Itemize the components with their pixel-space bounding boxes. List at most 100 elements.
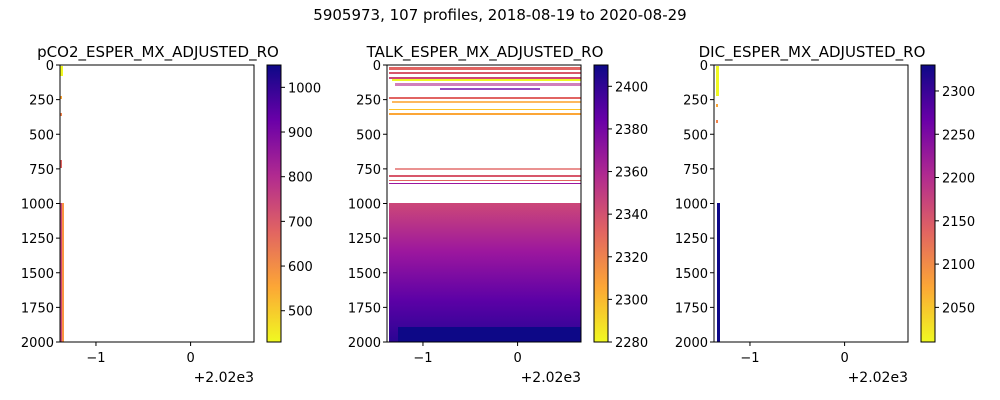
y-tick-label: 1250 <box>21 232 54 247</box>
x-tick-label: 0 <box>840 351 848 366</box>
y-tick-label: 0 <box>46 59 54 74</box>
talk-deep-field <box>389 203 581 342</box>
panel-pco2-title: pCO2_ESPER_MX_ADJUSTED_RO <box>37 43 279 62</box>
talk-mid-band <box>392 101 581 103</box>
colorbar-tick-label: 900 <box>288 126 313 141</box>
y-tick-label: 750 <box>29 163 54 178</box>
panel-pco2-colorbar-axis: 500 600 700 800 900 1000 <box>281 81 321 320</box>
talk-mid-band <box>389 180 581 181</box>
y-tick-label: 0 <box>700 59 708 74</box>
y-tick-label: 1500 <box>21 267 54 282</box>
talk-mid-band <box>389 183 581 184</box>
dic-shallow-points <box>716 66 719 96</box>
pco2-mid-points <box>60 160 62 168</box>
colorbar-tick-label: 600 <box>288 260 313 275</box>
panel-dic-data <box>716 66 720 342</box>
y-tick-label: 1750 <box>348 301 381 316</box>
panel-dic-x-offset: +2.02e3 <box>848 370 908 386</box>
colorbar-tick-label: 2150 <box>942 215 975 230</box>
panel-dic-title: DIC_ESPER_MX_ADJUSTED_RO <box>699 43 926 62</box>
panel-talk-title: TALK_ESPER_MX_ADJUSTED_RO <box>366 43 604 62</box>
panel-dic-y-axis: 0 250 500 750 1000 1250 1500 1750 2000 <box>675 59 714 351</box>
colorbar-tick-label: 2400 <box>615 80 648 95</box>
x-tick-label: −1 <box>86 351 105 366</box>
talk-shallow-band <box>389 72 581 74</box>
colorbar-tick-label: 2300 <box>615 293 648 308</box>
y-tick-label: 2000 <box>21 336 54 351</box>
panel-talk-x-offset: +2.02e3 <box>521 370 581 386</box>
y-tick-label: 1000 <box>675 198 708 213</box>
x-tick-label: −1 <box>740 351 759 366</box>
colorbar-tick-label: 2300 <box>942 85 975 100</box>
colorbar-tick-label: 500 <box>288 305 313 320</box>
panel-pco2-x-axis: −1 0 <box>86 342 195 366</box>
colorbar-tick-label: 2360 <box>615 166 648 181</box>
y-tick-label: 1500 <box>675 267 708 282</box>
panel-talk-y-axis: 0 250 500 750 1000 1250 1500 1750 2000 <box>348 59 387 351</box>
y-tick-label: 750 <box>356 163 381 178</box>
x-tick-label: 0 <box>186 351 194 366</box>
y-tick-label: 500 <box>683 128 708 143</box>
y-tick-label: 1000 <box>21 198 54 213</box>
talk-mid-points <box>395 168 581 170</box>
colorbar-tick-label: 1000 <box>288 81 321 96</box>
y-tick-label: 1250 <box>675 232 708 247</box>
panel-pco2-x-offset: +2.02e3 <box>194 370 254 386</box>
colorbar-tick-label: 2050 <box>942 301 975 316</box>
y-tick-label: 1250 <box>348 232 381 247</box>
pco2-shallow-points <box>60 96 62 99</box>
pco2-deep-column <box>60 203 62 342</box>
talk-mid-band <box>389 113 581 115</box>
talk-shallow-band <box>389 77 581 79</box>
y-tick-label: 2000 <box>348 336 381 351</box>
y-tick-label: 1750 <box>675 301 708 316</box>
pco2-deep-column <box>62 203 64 342</box>
talk-mid-band <box>389 97 581 99</box>
panel-dic-colorbar <box>920 64 936 343</box>
panel-dic: DIC_ESPER_MX_ADJUSTED_RO 0 250 500 750 1000 1… <box>675 43 975 386</box>
panel-pco2-data <box>60 66 64 342</box>
panel-talk-data <box>389 67 581 342</box>
y-tick-label: 500 <box>29 128 54 143</box>
y-tick-label: 2000 <box>675 336 708 351</box>
dic-mid-points <box>716 120 718 123</box>
panel-pco2-y-axis: 0 250 500 750 1000 1250 1500 1750 2000 <box>21 59 60 351</box>
dic-deep-column <box>717 203 720 342</box>
pco2-shallow-points <box>60 66 63 76</box>
panel-pco2: pCO2_ESPER_MX_ADJUSTED_RO 0 250 500 750 1000… <box>21 43 321 386</box>
y-tick-label: 500 <box>356 128 381 143</box>
colorbar-tick-label: 700 <box>288 215 313 230</box>
panel-talk-colorbar <box>593 64 609 343</box>
panel-talk: TALK_ESPER_MX_ADJUSTED_RO 0 250 500 750 1000… <box>348 43 648 386</box>
dic-shallow-points <box>716 104 718 107</box>
colorbar-tick-label: 2200 <box>942 172 975 187</box>
talk-shallow-points <box>440 88 540 90</box>
pco2-mid-points <box>60 113 62 116</box>
panel-dic-colorbar-axis: 2050 2100 2150 2200 2250 2300 <box>935 85 975 316</box>
talk-mid-band <box>389 175 581 177</box>
talk-mid-band <box>389 109 581 110</box>
panel-dic-plot-area <box>714 65 908 342</box>
y-tick-label: 0 <box>373 59 381 74</box>
panel-dic-x-axis: −1 0 <box>740 342 849 366</box>
talk-shallow-band <box>389 67 581 70</box>
x-tick-label: −1 <box>413 351 432 366</box>
y-tick-label: 750 <box>683 163 708 178</box>
talk-shallow-points <box>395 83 581 86</box>
panel-pco2-plot-area <box>60 65 254 342</box>
y-tick-label: 250 <box>683 94 708 109</box>
colorbar-tick-label: 2100 <box>942 258 975 273</box>
y-tick-label: 1750 <box>21 301 54 316</box>
colorbar-tick-label: 2380 <box>615 123 648 138</box>
talk-deep-base <box>398 327 581 342</box>
y-tick-label: 1500 <box>348 267 381 282</box>
colorbar-tick-label: 2320 <box>615 251 648 266</box>
talk-shallow-band <box>392 79 581 81</box>
colorbar-tick-label: 2340 <box>615 208 648 223</box>
figure-suptitle: 5905973, 107 profiles, 2018-08-19 to 202… <box>313 6 686 24</box>
y-tick-label: 250 <box>356 94 381 109</box>
panel-talk-x-axis: −1 0 <box>413 342 522 366</box>
x-tick-label: 0 <box>513 351 521 366</box>
colorbar-tick-label: 2280 <box>615 336 648 351</box>
